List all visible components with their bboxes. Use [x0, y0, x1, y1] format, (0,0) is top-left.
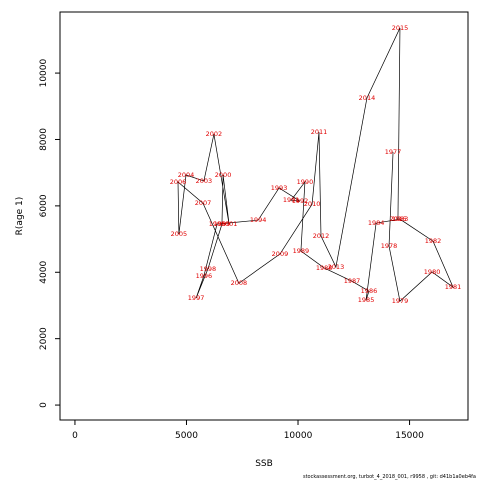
- year-label: 1996: [196, 272, 213, 280]
- year-label: 1977: [385, 148, 402, 156]
- x-tick-label: 5000: [175, 431, 198, 441]
- year-label: 1997: [188, 294, 205, 302]
- year-label: 2007: [195, 199, 212, 207]
- x-tick-label: 15000: [395, 431, 424, 441]
- year-label: 1984: [368, 219, 385, 227]
- y-axis-label: R(age 1): [15, 197, 25, 236]
- year-label: 1982: [425, 237, 442, 245]
- year-label: 1983: [392, 215, 409, 223]
- year-label: 1999: [214, 220, 231, 228]
- year-label: 1992: [292, 197, 309, 205]
- year-label: 2014: [359, 94, 376, 102]
- year-label: 2006: [170, 178, 187, 186]
- trajectory-line: [177, 27, 454, 302]
- year-label: 1988: [316, 264, 333, 272]
- year-label: 2011: [311, 128, 328, 136]
- year-label: 2009: [272, 250, 289, 258]
- year-label: 2000: [215, 171, 232, 179]
- year-label: 1981: [445, 283, 462, 291]
- y-tick-label: 0: [39, 402, 49, 408]
- year-label: 1979: [392, 297, 409, 305]
- year-label: 2008: [231, 279, 248, 287]
- year-label: 2004: [178, 171, 195, 179]
- year-label: 1989: [293, 247, 310, 255]
- year-label: 2005: [171, 230, 188, 238]
- x-axis-label: SSB: [255, 459, 273, 469]
- year-label: 2015: [392, 24, 409, 32]
- y-tick-label: 2000: [39, 327, 49, 350]
- year-label: 2001: [221, 220, 238, 228]
- year-label: 2002: [206, 130, 223, 138]
- y-tick-label: 4000: [39, 261, 49, 284]
- year-label: 2016: [390, 215, 407, 223]
- year-label: 1994: [250, 216, 267, 224]
- year-label: 2010: [304, 200, 321, 208]
- year-label: 1978: [381, 242, 398, 250]
- year-label: 2012: [313, 232, 330, 240]
- plot-frame: [59, 11, 469, 421]
- y-tick-label: 10000: [39, 58, 49, 87]
- year-label: 1993: [271, 184, 288, 192]
- year-label: 2013: [328, 263, 345, 271]
- year-label: 1998: [200, 265, 217, 273]
- year-label: 2003: [196, 177, 213, 185]
- year-label: 1980: [424, 268, 441, 276]
- y-tick-label: 8000: [39, 128, 49, 151]
- y-tick-label: 6000: [39, 194, 49, 217]
- year-label: 1987: [344, 277, 361, 285]
- year-label: 1986: [361, 287, 378, 295]
- year-label: 1985: [358, 296, 375, 304]
- x-tick-label: 10000: [284, 431, 313, 441]
- year-label: 1990: [297, 178, 314, 186]
- year-label: 1991: [283, 196, 300, 204]
- year-label: 1995: [209, 220, 226, 228]
- x-tick-label: 0: [72, 431, 78, 441]
- footer: stockassessment.org, turbot_4_2018_001, …: [303, 474, 476, 480]
